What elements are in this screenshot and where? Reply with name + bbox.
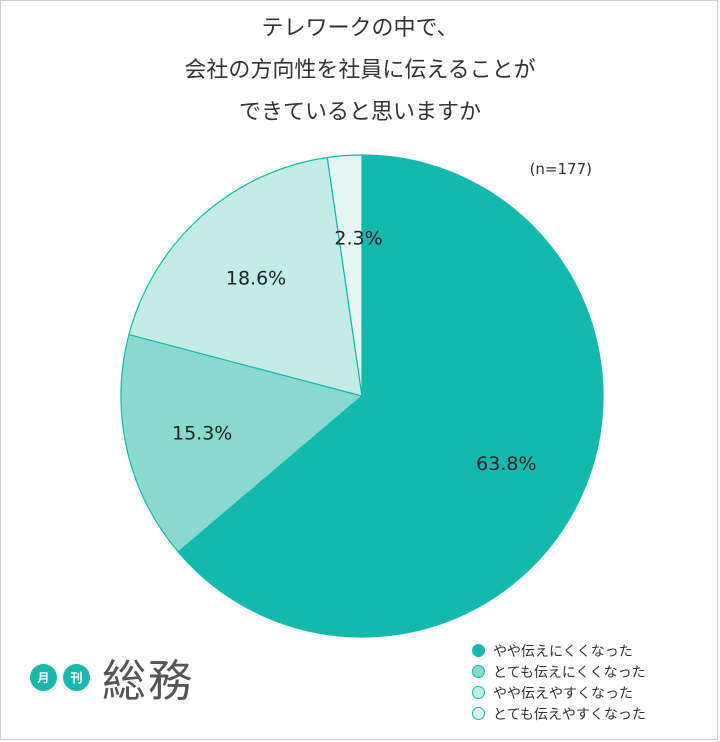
logo: 月 刊 総務 [30, 645, 194, 709]
legend-swatch-2 [472, 665, 485, 678]
legend-label-1: やや伝えにくくなった [493, 643, 633, 660]
legend-label-4: とても伝えやすくなった [493, 706, 646, 723]
logo-badge-2: 刊 [63, 663, 90, 691]
title-line-1: テレワークの中で、 [261, 16, 459, 41]
legend-swatch-3 [472, 686, 485, 699]
logo-badge-1: 月 [30, 663, 57, 691]
slice-label-2: 15.3% [172, 422, 232, 444]
pie-slice-3 [128, 156, 363, 397]
slice-label-1: 63.8% [476, 453, 536, 475]
slice-label-4: 2.3% [334, 227, 382, 249]
legend-item-3: やや伝えやすくなった [472, 682, 646, 703]
title-line-3: できていると思いますか [238, 100, 481, 125]
legend: やや伝えにくくなった とても伝えにくくなった やや伝えやすくなった とても伝えや… [472, 640, 646, 724]
logo-text: 総務 [102, 656, 194, 707]
slice-label-3: 18.6% [226, 267, 286, 289]
legend-label-3: やや伝えやすくなった [493, 685, 633, 702]
legend-swatch-4 [472, 707, 485, 720]
sample-size: (n=177) [529, 160, 592, 178]
pie-slice-4 [326, 154, 363, 397]
legend-swatch-1 [472, 644, 485, 657]
legend-item-1: やや伝えにくくなった [472, 640, 646, 661]
legend-item-4: とても伝えやすくなった [472, 703, 646, 724]
pie-slice-2 [120, 333, 364, 553]
legend-item-2: とても伝えにくくなった [472, 661, 646, 682]
chart-title: テレワークの中で、 会社の方向性を社員に伝えることが できていると思いますか [0, 8, 720, 134]
legend-label-2: とても伝えにくくなった [493, 664, 646, 681]
pie-slice-1 [177, 154, 604, 638]
title-line-2: 会社の方向性を社員に伝えることが [184, 58, 536, 83]
